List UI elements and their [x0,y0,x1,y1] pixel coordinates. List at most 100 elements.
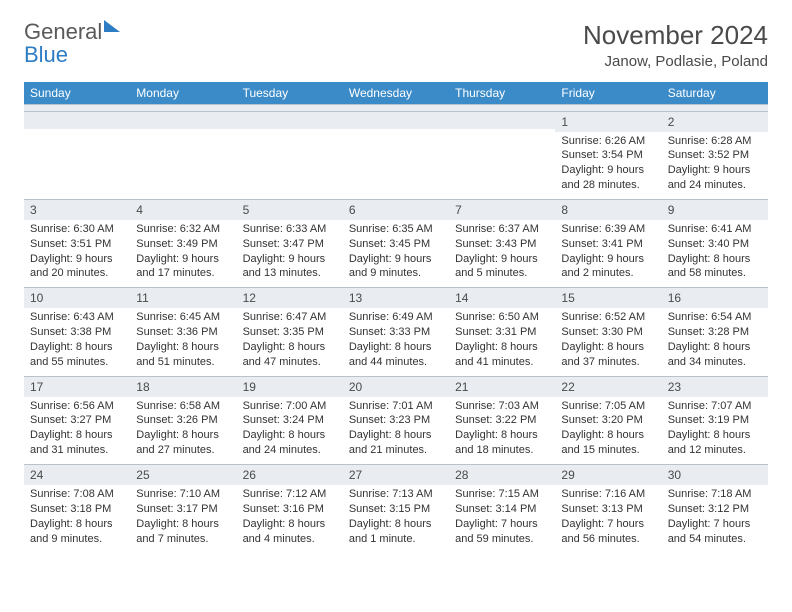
sunset-text: Sunset: 3:45 PM [349,237,443,252]
sunrise-text: Sunrise: 6:39 AM [561,222,655,237]
day-data: Sunrise: 6:33 AMSunset: 3:47 PMDaylight:… [237,220,343,287]
day-number: 1 [555,111,661,132]
day-data: Sunrise: 6:45 AMSunset: 3:36 PMDaylight:… [130,308,236,375]
sunrise-text: Sunrise: 6:49 AM [349,310,443,325]
day-number: 19 [237,376,343,397]
day-data: Sunrise: 7:05 AMSunset: 3:20 PMDaylight:… [555,397,661,464]
sunset-text: Sunset: 3:30 PM [561,325,655,340]
day-cell: 1Sunrise: 6:26 AMSunset: 3:54 PMDaylight… [555,111,661,199]
sunrise-text: Sunrise: 7:05 AM [561,399,655,414]
day-data: Sunrise: 7:08 AMSunset: 3:18 PMDaylight:… [24,485,130,552]
daylight-text: Daylight: 9 hours and 24 minutes. [668,163,762,193]
day-data: Sunrise: 6:49 AMSunset: 3:33 PMDaylight:… [343,308,449,375]
dow-wednesday: Wednesday [343,82,449,105]
sunset-text: Sunset: 3:38 PM [30,325,124,340]
daylight-text: Daylight: 8 hours and 37 minutes. [561,340,655,370]
day-number: 17 [24,376,130,397]
daylight-text: Daylight: 9 hours and 20 minutes. [30,252,124,282]
sunrise-text: Sunrise: 6:26 AM [561,134,655,149]
day-data: Sunrise: 7:03 AMSunset: 3:22 PMDaylight:… [449,397,555,464]
sunset-text: Sunset: 3:49 PM [136,237,230,252]
day-cell: 30Sunrise: 7:18 AMSunset: 3:12 PMDayligh… [662,464,768,552]
sunrise-text: Sunrise: 6:28 AM [668,134,762,149]
day-cell: 15Sunrise: 6:52 AMSunset: 3:30 PMDayligh… [555,287,661,375]
day-data: Sunrise: 6:52 AMSunset: 3:30 PMDaylight:… [555,308,661,375]
daylight-text: Daylight: 8 hours and 44 minutes. [349,340,443,370]
day-cell: 13Sunrise: 6:49 AMSunset: 3:33 PMDayligh… [343,287,449,375]
day-number [24,111,130,129]
sunset-text: Sunset: 3:17 PM [136,502,230,517]
day-data: Sunrise: 6:41 AMSunset: 3:40 PMDaylight:… [662,220,768,287]
dow-tuesday: Tuesday [237,82,343,105]
day-data: Sunrise: 6:43 AMSunset: 3:38 PMDaylight:… [24,308,130,375]
daylight-text: Daylight: 8 hours and 12 minutes. [668,428,762,458]
day-number: 15 [555,287,661,308]
dow-saturday: Saturday [662,82,768,105]
day-cell: 2Sunrise: 6:28 AMSunset: 3:52 PMDaylight… [662,111,768,199]
month-title: November 2024 [583,20,768,51]
day-cell [449,111,555,199]
day-number: 25 [130,464,236,485]
day-cell: 11Sunrise: 6:45 AMSunset: 3:36 PMDayligh… [130,287,236,375]
day-number [343,111,449,129]
dow-friday: Friday [555,82,661,105]
day-number: 8 [555,199,661,220]
week-row: 1Sunrise: 6:26 AMSunset: 3:54 PMDaylight… [24,111,768,199]
daylight-text: Daylight: 7 hours and 59 minutes. [455,517,549,547]
daylight-text: Daylight: 7 hours and 54 minutes. [668,517,762,547]
daylight-text: Daylight: 8 hours and 41 minutes. [455,340,549,370]
title-block: November 2024 Janow, Podlasie, Poland [583,20,768,70]
day-number: 11 [130,287,236,308]
sunset-text: Sunset: 3:41 PM [561,237,655,252]
sunrise-text: Sunrise: 7:07 AM [668,399,762,414]
day-cell: 7Sunrise: 6:37 AMSunset: 3:43 PMDaylight… [449,199,555,287]
sunrise-text: Sunrise: 6:47 AM [243,310,337,325]
day-data: Sunrise: 7:10 AMSunset: 3:17 PMDaylight:… [130,485,236,552]
calendar-table: Sunday Monday Tuesday Wednesday Thursday… [24,82,768,552]
sunrise-text: Sunrise: 7:00 AM [243,399,337,414]
header: General Blue November 2024 Janow, Podlas… [24,20,768,70]
sunrise-text: Sunrise: 7:01 AM [349,399,443,414]
day-cell [237,111,343,199]
day-data: Sunrise: 6:26 AMSunset: 3:54 PMDaylight:… [555,132,661,199]
day-number [130,111,236,129]
sunrise-text: Sunrise: 7:18 AM [668,487,762,502]
daylight-text: Daylight: 9 hours and 28 minutes. [561,163,655,193]
sunrise-text: Sunrise: 7:15 AM [455,487,549,502]
sunset-text: Sunset: 3:28 PM [668,325,762,340]
sunset-text: Sunset: 3:13 PM [561,502,655,517]
daylight-text: Daylight: 8 hours and 15 minutes. [561,428,655,458]
day-number: 23 [662,376,768,397]
sunset-text: Sunset: 3:43 PM [455,237,549,252]
day-cell: 17Sunrise: 6:56 AMSunset: 3:27 PMDayligh… [24,376,130,464]
day-number: 4 [130,199,236,220]
sunset-text: Sunset: 3:36 PM [136,325,230,340]
day-cell: 8Sunrise: 6:39 AMSunset: 3:41 PMDaylight… [555,199,661,287]
daylight-text: Daylight: 8 hours and 27 minutes. [136,428,230,458]
sunrise-text: Sunrise: 7:03 AM [455,399,549,414]
brand-general: General [24,19,102,44]
daylight-text: Daylight: 8 hours and 7 minutes. [136,517,230,547]
daylight-text: Daylight: 8 hours and 55 minutes. [30,340,124,370]
day-cell [343,111,449,199]
day-data: Sunrise: 6:58 AMSunset: 3:26 PMDaylight:… [130,397,236,464]
day-data: Sunrise: 7:18 AMSunset: 3:12 PMDaylight:… [662,485,768,552]
calendar-page: General Blue November 2024 Janow, Podlas… [0,0,792,572]
daylight-text: Daylight: 7 hours and 56 minutes. [561,517,655,547]
day-number: 16 [662,287,768,308]
week-row: 10Sunrise: 6:43 AMSunset: 3:38 PMDayligh… [24,287,768,375]
day-number: 21 [449,376,555,397]
sunrise-text: Sunrise: 7:12 AM [243,487,337,502]
sunset-text: Sunset: 3:23 PM [349,413,443,428]
sunset-text: Sunset: 3:14 PM [455,502,549,517]
day-of-week-row: Sunday Monday Tuesday Wednesday Thursday… [24,82,768,105]
daylight-text: Daylight: 8 hours and 51 minutes. [136,340,230,370]
daylight-text: Daylight: 8 hours and 34 minutes. [668,340,762,370]
day-number: 13 [343,287,449,308]
daylight-text: Daylight: 8 hours and 21 minutes. [349,428,443,458]
brand-text: General Blue [24,20,120,66]
day-data: Sunrise: 7:13 AMSunset: 3:15 PMDaylight:… [343,485,449,552]
sunset-text: Sunset: 3:35 PM [243,325,337,340]
sunset-text: Sunset: 3:22 PM [455,413,549,428]
day-cell: 21Sunrise: 7:03 AMSunset: 3:22 PMDayligh… [449,376,555,464]
